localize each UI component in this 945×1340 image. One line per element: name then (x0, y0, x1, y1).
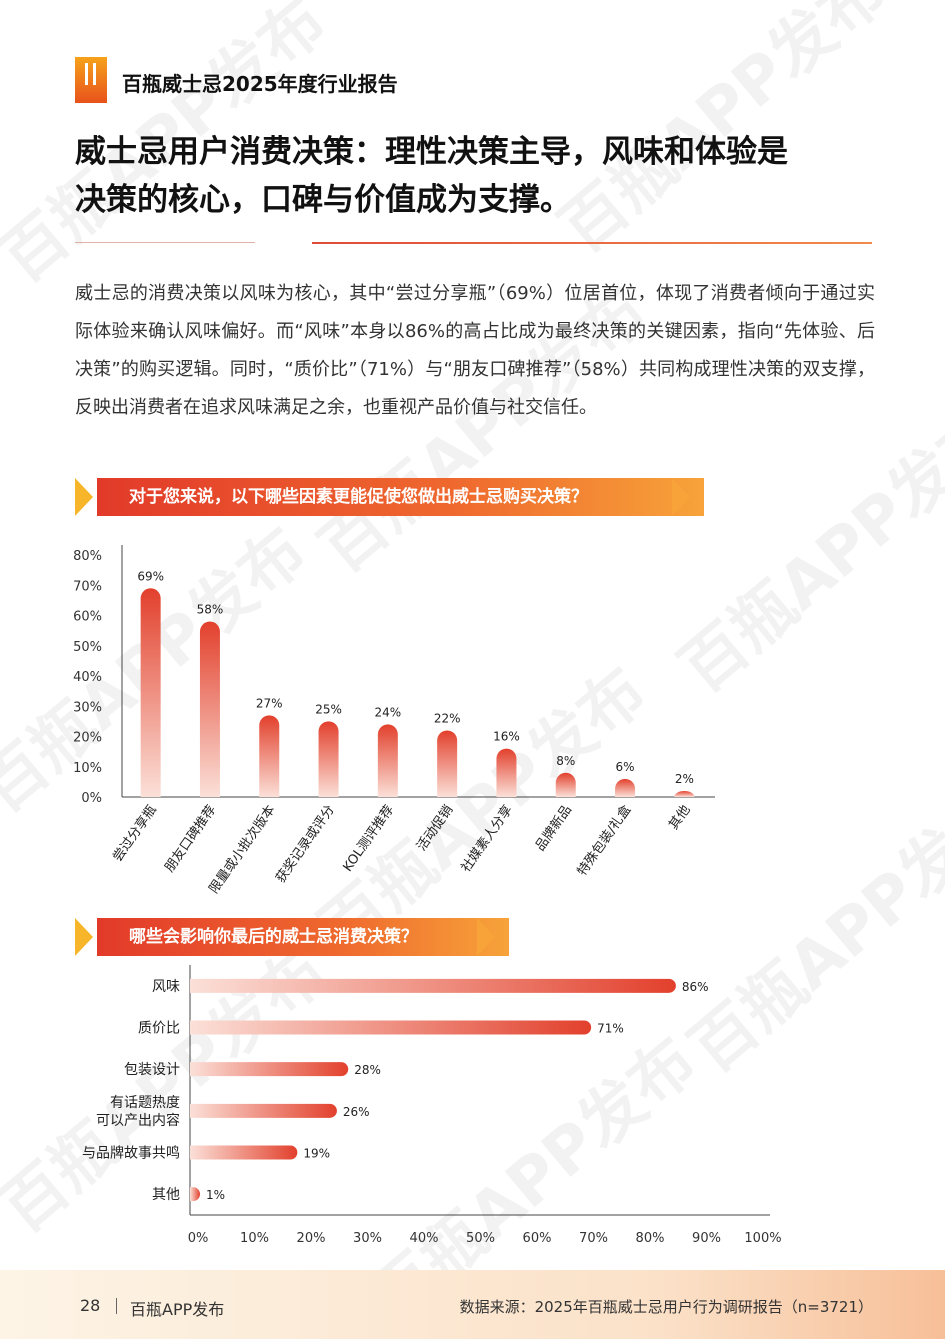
data-label: 6% (616, 760, 635, 774)
bar (140, 588, 161, 797)
bar (674, 790, 695, 797)
x-tick-label: 活动促销 (414, 803, 456, 854)
bar (190, 1020, 592, 1035)
data-label: 71% (597, 1022, 624, 1036)
bar (615, 778, 636, 797)
data-label: 27% (256, 696, 283, 710)
bar (199, 621, 220, 797)
x-tick-label: 尝过分享瓶 (110, 802, 160, 864)
bar (190, 978, 676, 993)
data-label: 58% (197, 603, 224, 617)
data-label: 69% (137, 569, 164, 583)
y-tick-label: 有话题热度 (110, 1095, 180, 1111)
body-paragraph: 威士忌的消费决策以风味为核心，其中“尝过分享瓶”（69%）位居首位，体现了消费者… (75, 283, 875, 418)
data-label: 1% (206, 1188, 225, 1202)
bar (190, 1187, 200, 1202)
data-label: 25% (315, 702, 342, 716)
y-tick-label: 质价比 (138, 1021, 180, 1037)
chart2-horizontal-bar-chart: 0% 10% 20% 30% 40% 50% 60% 70% 80% 90% 100% 86% 风味 71… (82, 965, 782, 1246)
y-tick-label: 其他 (152, 1187, 180, 1203)
x-tick-label: 20% (297, 1231, 326, 1246)
data-label: 24% (375, 705, 402, 719)
x-tick-label: 限量或小批次版本 (206, 802, 279, 896)
data-label: 26% (343, 1105, 370, 1119)
x-tick-label: 100% (744, 1231, 781, 1246)
bar (437, 730, 458, 797)
footer-brand: 百瓶APP发布 (130, 1300, 225, 1319)
x-tick-label: 50% (466, 1231, 495, 1246)
y-tick-label: 80% (73, 549, 102, 564)
y-tick-label: 60% (73, 610, 102, 625)
bar (190, 1062, 349, 1077)
x-tick-label: 40% (410, 1231, 439, 1246)
data-label: 28% (354, 1063, 381, 1077)
x-tick-label: 10% (240, 1231, 269, 1246)
bar (555, 772, 576, 797)
page-title: 威士忌用户消费决策：理性决策主导，风味和体验是 决策的核心，口碑与价值成为支撑。 (75, 128, 875, 224)
y-tick-label: 与品牌故事共鸣 (82, 1145, 180, 1162)
x-tick-label: 70% (579, 1231, 608, 1246)
x-tick-label: 90% (692, 1231, 721, 1246)
data-source: 数据来源：2025年百瓶威士忌用户行为调研报告（n=3721） (459, 1298, 873, 1316)
bar (190, 1103, 337, 1118)
x-tick-label: 80% (636, 1231, 665, 1246)
x-tick-label: 30% (353, 1231, 382, 1246)
y-tick-label: 20% (73, 731, 102, 746)
data-label: 86% (682, 980, 709, 994)
footer (0, 1270, 945, 1339)
x-tick-label: 60% (523, 1231, 552, 1246)
data-label: 16% (493, 730, 520, 744)
bar (318, 721, 339, 797)
chart2-title: 哪些会影响你最后的威士忌消费决策？ (97, 918, 509, 956)
x-tick-label: 其他 (666, 803, 693, 833)
data-label: 19% (303, 1147, 330, 1161)
y-tick-label: 包装设计 (124, 1062, 180, 1078)
page-title-line: 威士忌用户消费决策：理性决策主导，风味和体验是 (75, 134, 788, 170)
chart1-vertical-bar-chart: 0% 10% 20% 30% 40% 50% 60% 70% 80% 69% 尝过分享瓶 58% 朋友口… (73, 545, 715, 896)
page-title-line: 决策的核心，口碑与价值成为支撑。 (75, 182, 571, 218)
data-label: 2% (675, 772, 694, 786)
y-tick-label: 40% (73, 670, 102, 685)
y-tick-label: 0% (81, 791, 102, 806)
y-tick-label: 50% (73, 640, 102, 655)
chart1-title-banner: 对于您来说，以下哪些因素更能促使您做出威士忌购买决策？ (75, 478, 704, 516)
y-tick-label: 可以产出内容 (96, 1112, 180, 1129)
report-title: 百瓶威士忌2025年度行业报告 (122, 72, 398, 96)
page-number: 28 (80, 1296, 101, 1315)
data-label: 22% (434, 711, 461, 725)
x-tick-label: 特殊包装/礼盒 (574, 802, 634, 879)
x-tick-label: 0% (188, 1231, 209, 1246)
brand-logo-icon (75, 57, 107, 103)
bar (496, 748, 517, 797)
data-label: 8% (556, 754, 575, 768)
y-tick-label: 10% (73, 761, 102, 776)
bar (259, 715, 280, 797)
x-tick-label: KOL测评推荐 (341, 803, 398, 875)
x-tick-label: 获奖记录或评分 (273, 803, 337, 886)
divider (75, 242, 255, 243)
bar (190, 1145, 298, 1160)
chart2-title-banner: 哪些会影响你最后的威士忌消费决策？ (75, 918, 509, 956)
y-tick-label: 30% (73, 700, 102, 715)
x-tick-label: 品牌新品 (532, 802, 575, 854)
bar (377, 724, 398, 797)
y-tick-label: 风味 (152, 979, 180, 995)
divider-accent (312, 242, 872, 244)
y-tick-label: 70% (73, 579, 102, 594)
x-tick-label: 社媒素人分享 (458, 802, 516, 875)
chart1-title: 对于您来说，以下哪些因素更能促使您做出威士忌购买决策？ (97, 478, 704, 516)
x-tick-label: 朋友口碑推荐 (161, 802, 219, 875)
footer-separator (116, 1298, 117, 1314)
